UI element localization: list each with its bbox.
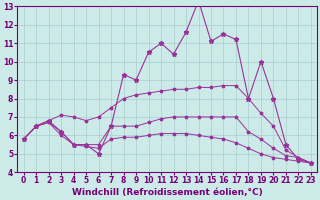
X-axis label: Windchill (Refroidissement éolien,°C): Windchill (Refroidissement éolien,°C) <box>72 188 263 197</box>
